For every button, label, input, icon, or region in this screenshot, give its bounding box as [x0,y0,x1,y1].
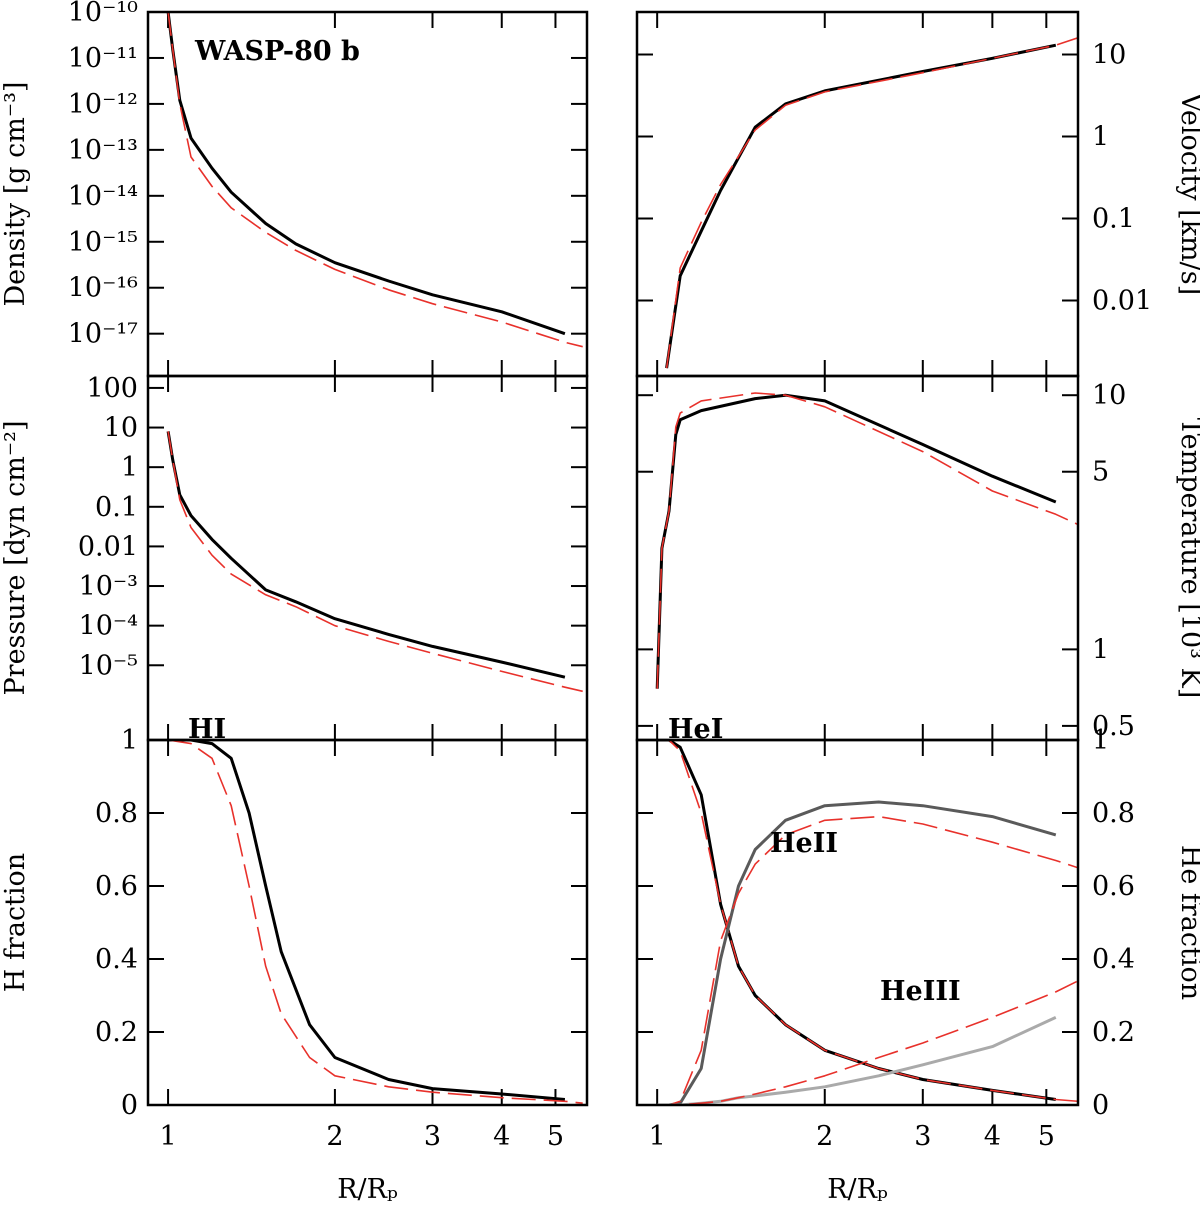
y-tick-label: 10 [1092,40,1126,71]
y-tick-label: 10⁻¹¹ [68,43,138,74]
y-tick-label: 10⁻¹² [68,89,138,120]
series-line [657,1016,1057,1105]
series-line [166,431,566,679]
x-tick-label: 3 [914,1121,931,1152]
y-axis-label: H fraction [0,853,31,992]
frame [635,374,1080,742]
series-line [657,740,1078,1103]
y-tick-label: 1 [1092,725,1109,756]
y-tick-label: 10⁻¹⁶ [68,273,138,304]
y-tick-label: 0.4 [1092,944,1135,975]
y-tick-label: 0.2 [1092,1017,1135,1048]
y-tick-label: 10⁻¹⁰ [68,0,138,28]
x-tick-label: 2 [816,1121,833,1152]
y-tick-label: 10⁻¹³ [68,135,138,166]
y-tick-label: 100 [86,373,138,404]
series-line [665,43,1057,369]
y-tick-label: 0.8 [1092,798,1135,829]
y-tick-label: 0.6 [1092,871,1135,902]
frame [635,738,1080,1107]
annotation: WASP-80 b [194,36,360,67]
y-tick-label: 10⁻¹⁵ [68,227,138,258]
series-line [167,12,583,348]
y-tick-label: 10 [1092,380,1126,411]
y-tick-label: 0.8 [95,798,138,829]
series-line [166,12,566,336]
x-tick-label: 2 [326,1121,343,1152]
x-tick-label: 1 [649,1121,666,1152]
y-axis-label: He fraction [1175,845,1200,1000]
x-axis-label: R/Rₚ [827,1174,888,1205]
series-line [657,740,1057,1101]
y-tick-label: 10 [104,413,138,444]
y-tick-label: 1 [121,452,138,483]
y-tick-label: 10⁻⁴ [79,611,138,642]
x-axis-label: R/Rₚ [337,1174,398,1205]
y-tick-label: 1 [1092,122,1109,153]
y-tick-label: 0.01 [1092,285,1152,316]
series-line [656,392,1078,689]
y-tick-label: 1 [121,725,138,756]
y-axis-label: Velocity [km/s] [1175,92,1200,295]
y-tick-label: 5 [1092,457,1109,488]
annotation: HeI [668,714,723,745]
y-tick-label: 0.2 [95,1017,138,1048]
y-tick-label: 10⁻³ [79,571,138,602]
series-line [167,740,583,1104]
series-line [657,980,1078,1105]
y-tick-label: 10⁻¹⁷ [68,319,138,350]
y-tick-label: 0.01 [78,531,138,562]
y-tick-label: 0.1 [1092,204,1135,235]
x-tick-label: 3 [424,1121,441,1152]
series-line [657,815,1078,1105]
series-line [168,740,566,1101]
annotation: HeIII [880,976,961,1007]
y-tick-label: 0 [1092,1090,1109,1121]
x-tick-label: 1 [159,1121,176,1152]
x-tick-label: 4 [493,1121,510,1152]
y-tick-label: 0 [121,1090,138,1121]
y-tick-label: 1 [1092,634,1109,665]
y-tick-label: 0.5 [1092,711,1135,742]
x-tick-label: 5 [547,1121,564,1152]
y-tick-label: 10⁻¹⁴ [68,181,138,212]
y-axis-label: Temperature [10³ K] [1175,418,1200,698]
y-tick-label: 0.6 [95,871,138,902]
y-tick-label: 0.4 [95,944,138,975]
x-tick-label: 5 [1038,1121,1055,1152]
series-line [655,393,1057,689]
y-tick-label: 0.1 [95,492,138,523]
y-tick-label: 10⁻⁵ [79,650,138,681]
y-axis-label: Density [g cm⁻³] [0,82,31,307]
series-line [657,800,1057,1105]
frame [146,738,589,1107]
annotation: HeII [770,828,838,859]
annotation: HI [188,714,226,745]
series-line [167,431,583,693]
x-tick-label: 4 [984,1121,1001,1152]
series-line [665,37,1078,369]
frame [635,10,1080,378]
y-axis-label: Pressure [dyn cm⁻²] [0,421,31,696]
